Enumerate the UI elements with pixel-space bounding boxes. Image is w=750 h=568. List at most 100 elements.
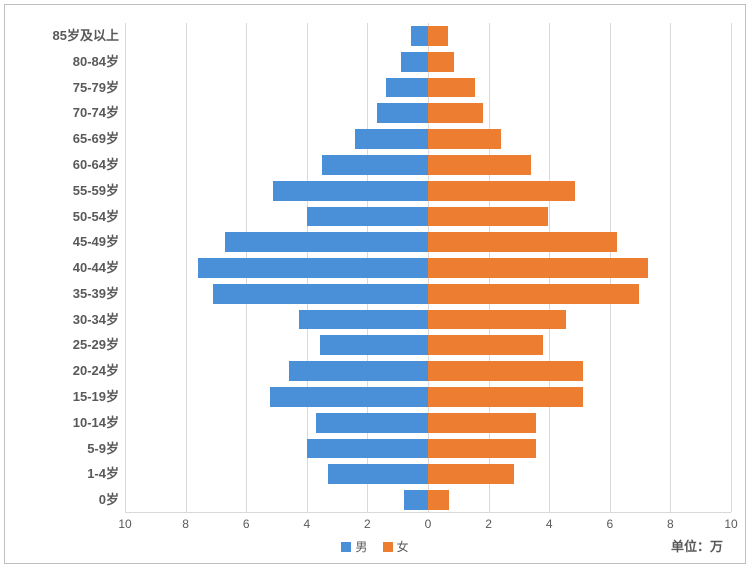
legend-item-female: 女 xyxy=(383,538,409,555)
unit-label: 单位：万 xyxy=(671,536,723,555)
bar-female xyxy=(428,26,448,46)
legend-label-male: 男 xyxy=(355,540,367,554)
y-axis-label: 65-69岁 xyxy=(21,126,119,152)
bar-female xyxy=(428,439,536,459)
bar-female xyxy=(428,335,543,355)
legend-item-male: 男 xyxy=(341,538,367,555)
bar-male xyxy=(316,413,428,433)
male-swatch-icon xyxy=(341,542,351,552)
bar-row xyxy=(125,204,731,230)
legend: 男 女 xyxy=(5,538,745,555)
bar-male xyxy=(377,103,429,123)
bar-female xyxy=(428,129,501,149)
bar-male xyxy=(386,78,428,98)
x-axis-label: 2 xyxy=(485,517,492,531)
bar-female xyxy=(428,207,548,227)
y-axis-label: 30-34岁 xyxy=(21,307,119,333)
bar-row xyxy=(125,126,731,152)
y-axis-label: 20-24岁 xyxy=(21,358,119,384)
x-axis-label: 10 xyxy=(724,517,737,531)
bar-male xyxy=(273,181,428,201)
bar-male xyxy=(289,361,428,381)
bar-male xyxy=(213,284,428,304)
bar-female xyxy=(428,310,566,330)
y-axis-label: 1-4岁 xyxy=(21,461,119,487)
bar-female xyxy=(428,490,449,510)
y-axis-label: 60-64岁 xyxy=(21,152,119,178)
bar-male xyxy=(411,26,428,46)
y-axis-label: 70-74岁 xyxy=(21,100,119,126)
bar-female xyxy=(428,258,648,278)
bar-row xyxy=(125,23,731,49)
y-axis-label: 5-9岁 xyxy=(21,436,119,462)
x-axis-label: 8 xyxy=(667,517,674,531)
y-axis-label: 85岁及以上 xyxy=(21,23,119,49)
y-axis-label: 25-29岁 xyxy=(21,332,119,358)
bar-row xyxy=(125,75,731,101)
x-axis-label: 0 xyxy=(425,517,432,531)
bar-female xyxy=(428,232,617,252)
y-axis-labels: 85岁及以上80-84岁75-79岁70-74岁65-69岁60-64岁55-5… xyxy=(21,23,119,513)
bar-row xyxy=(125,152,731,178)
bar-male xyxy=(307,207,428,227)
x-axis-label: 10 xyxy=(118,517,131,531)
y-axis-label: 35-39岁 xyxy=(21,281,119,307)
bar-row xyxy=(125,255,731,281)
y-axis-label: 75-79岁 xyxy=(21,75,119,101)
bar-row xyxy=(125,410,731,436)
y-axis-label: 10-14岁 xyxy=(21,410,119,436)
x-axis-labels: 1086420246810 xyxy=(125,517,731,533)
x-axis-label: 2 xyxy=(364,517,371,531)
legend-label-female: 女 xyxy=(397,540,409,554)
x-axis-label: 8 xyxy=(182,517,189,531)
bar-female xyxy=(428,387,583,407)
x-axis-label: 6 xyxy=(606,517,613,531)
bar-row xyxy=(125,178,731,204)
bar-row xyxy=(125,332,731,358)
bar-female xyxy=(428,464,514,484)
chart-frame: 85岁及以上80-84岁75-79岁70-74岁65-69岁60-64岁55-5… xyxy=(4,4,746,564)
bar-row xyxy=(125,487,731,513)
bar-row xyxy=(125,358,731,384)
bar-male xyxy=(307,439,428,459)
bar-female xyxy=(428,155,531,175)
y-axis-label: 50-54岁 xyxy=(21,204,119,230)
bar-row xyxy=(125,307,731,333)
bar-female xyxy=(428,78,475,98)
bar-row xyxy=(125,461,731,487)
x-axis-label: 6 xyxy=(243,517,250,531)
plot-area xyxy=(125,23,731,513)
female-swatch-icon xyxy=(383,542,393,552)
bar-male xyxy=(355,129,428,149)
bar-male xyxy=(328,464,428,484)
y-axis-label: 0岁 xyxy=(21,487,119,513)
bar-male xyxy=(270,387,428,407)
bar-female xyxy=(428,413,536,433)
bar-male xyxy=(299,310,428,330)
bar-male xyxy=(198,258,428,278)
bar-row xyxy=(125,384,731,410)
bar-male xyxy=(401,52,428,72)
bar-row xyxy=(125,281,731,307)
bar-female xyxy=(428,103,483,123)
bar-row xyxy=(125,436,731,462)
bar-female xyxy=(428,52,454,72)
gridline xyxy=(731,23,732,512)
bar-male xyxy=(322,155,428,175)
bar-row xyxy=(125,100,731,126)
y-axis-label: 40-44岁 xyxy=(21,255,119,281)
bar-row xyxy=(125,49,731,75)
bar-female xyxy=(428,284,639,304)
y-axis-label: 55-59岁 xyxy=(21,178,119,204)
bar-female xyxy=(428,361,583,381)
x-axis-label: 4 xyxy=(546,517,553,531)
bar-male xyxy=(225,232,428,252)
bar-male xyxy=(320,335,428,355)
y-axis-label: 80-84岁 xyxy=(21,49,119,75)
bar-female xyxy=(428,181,575,201)
y-axis-label: 45-49岁 xyxy=(21,229,119,255)
bars-container xyxy=(125,23,731,512)
bar-male xyxy=(404,490,428,510)
x-axis-label: 4 xyxy=(303,517,310,531)
y-axis-label: 15-19岁 xyxy=(21,384,119,410)
